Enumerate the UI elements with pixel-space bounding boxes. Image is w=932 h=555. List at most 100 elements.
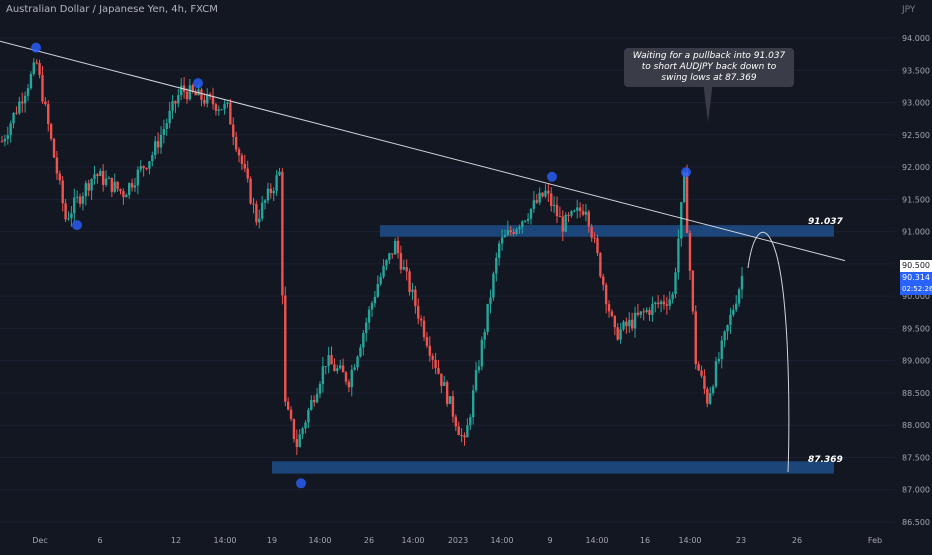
- candle-body: [145, 168, 148, 170]
- candle-body: [139, 166, 142, 170]
- candle-body: [599, 253, 602, 277]
- y-tick-label: 86.500: [902, 518, 930, 527]
- swing-marker: [547, 171, 557, 182]
- candle-body: [648, 310, 651, 315]
- candle-body: [636, 312, 640, 315]
- candle-body: [732, 309, 735, 315]
- candle-body: [81, 196, 85, 204]
- candle-body: [188, 85, 192, 100]
- candle-body: [411, 289, 414, 292]
- candle-body: [122, 191, 125, 198]
- candle-body: [32, 62, 35, 74]
- candle-body: [576, 207, 579, 211]
- candle-body: [526, 218, 530, 221]
- candle-body: [191, 85, 194, 92]
- candle-body: [263, 200, 267, 203]
- candle-body: [451, 396, 455, 417]
- candle-body: [49, 124, 53, 139]
- candle-body: [567, 214, 570, 216]
- annotation-callout[interactable]: Waiting for a pullback into 91.037 to sh…: [624, 48, 794, 87]
- candle-body: [680, 202, 683, 239]
- candle-body: [284, 295, 287, 402]
- candle-body: [67, 218, 70, 220]
- candle-body: [616, 327, 619, 340]
- candle-body: [437, 368, 440, 374]
- x-tick-label: 19: [267, 536, 277, 545]
- candle-body: [706, 389, 709, 404]
- y-tick-label: 91.000: [902, 228, 930, 237]
- candle-body: [304, 422, 307, 429]
- candle-body: [159, 134, 163, 148]
- candle-body: [630, 319, 634, 329]
- candle-body: [463, 435, 466, 438]
- x-tick-label: 14:00: [401, 536, 424, 545]
- candle-body: [258, 218, 261, 223]
- candle-body: [665, 304, 669, 306]
- candle-body: [252, 203, 255, 205]
- candle-body: [23, 95, 27, 104]
- candle-body: [625, 321, 628, 327]
- candle-body: [229, 102, 232, 125]
- candle-body: [697, 364, 700, 371]
- support-level-label: 87.369: [808, 455, 843, 465]
- candle-body: [96, 174, 99, 176]
- candle-body: [327, 355, 330, 367]
- candle-body: [318, 384, 322, 394]
- candle-body: [168, 110, 171, 124]
- candle-body: [232, 124, 235, 137]
- symbol-header: Australian Dollar / Japanese Yen, 4h, FX…: [6, 4, 218, 15]
- candle-body: [107, 177, 111, 179]
- candle-body: [535, 200, 538, 203]
- candle-body: [714, 361, 718, 387]
- candle-body: [240, 155, 244, 164]
- candle-body: [356, 356, 359, 368]
- candle-body: [564, 214, 567, 232]
- x-tick-label: 12: [171, 536, 181, 545]
- candles: [0, 58, 744, 455]
- candle-body: [127, 183, 131, 195]
- zones: [272, 225, 834, 474]
- swing-markers: [31, 42, 691, 489]
- candle-body: [584, 211, 588, 215]
- candle-body: [486, 303, 489, 332]
- candle-body: [61, 180, 64, 204]
- candle-body: [246, 168, 249, 179]
- x-tick-label: 23: [736, 536, 746, 545]
- candle-body: [512, 232, 515, 235]
- candle-body: [425, 337, 429, 346]
- candle-body: [99, 170, 102, 176]
- candle-body: [243, 163, 247, 169]
- candle-body: [503, 235, 507, 238]
- candle-body: [581, 211, 585, 215]
- candle-body: [388, 253, 391, 261]
- candle-body: [460, 434, 463, 436]
- candle-body: [541, 192, 544, 197]
- candle-body: [44, 101, 47, 105]
- trendline: [0, 40, 846, 262]
- candle-body: [521, 221, 524, 228]
- candle-body: [414, 289, 417, 307]
- candle-body: [367, 309, 371, 323]
- candle-body: [307, 409, 310, 423]
- candle-body: [148, 161, 151, 169]
- candle-body: [203, 99, 206, 104]
- candle-body: [454, 416, 458, 427]
- candle-body: [365, 322, 368, 334]
- candle-body: [477, 366, 481, 371]
- level-zone: [380, 225, 834, 237]
- price-tag-white: 90.500: [900, 260, 932, 272]
- candle-body: [255, 204, 258, 223]
- candle-body: [75, 196, 79, 198]
- x-tick-label: 26: [792, 536, 802, 545]
- y-tick-label: 88.500: [902, 389, 930, 398]
- candle-body: [700, 370, 703, 376]
- candle-body: [506, 230, 510, 236]
- candle-body: [428, 345, 432, 356]
- candle-body: [558, 216, 562, 218]
- candle-body: [440, 373, 443, 386]
- candle-body: [642, 311, 645, 313]
- candle-body: [717, 358, 721, 362]
- candle-body: [587, 211, 590, 227]
